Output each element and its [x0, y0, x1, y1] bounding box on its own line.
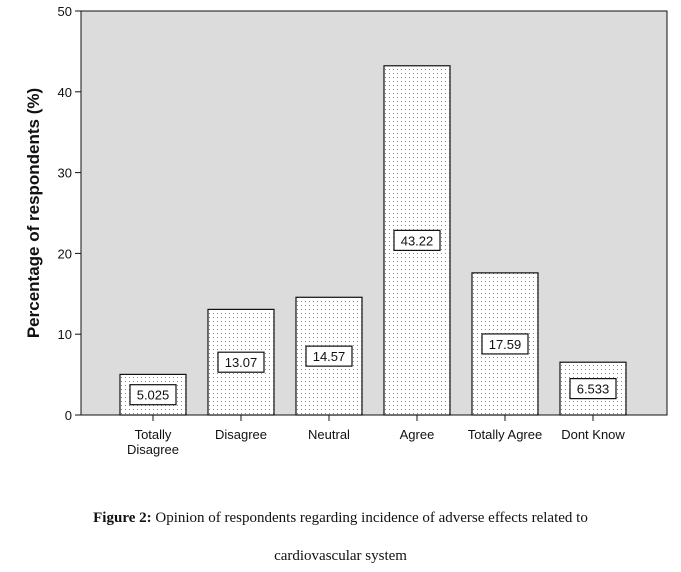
plot-area [80, 10, 668, 416]
x-tick-label: Disagree [127, 442, 179, 457]
data-label-box [569, 378, 617, 400]
data-label-box [217, 351, 265, 373]
data-label: 5.025 [137, 388, 170, 403]
figure-caption-label: Figure 2: [93, 510, 152, 526]
x-tick-label: Agree [400, 427, 435, 442]
data-label-box [129, 384, 177, 406]
figure-caption: Figure 2: Opinion of respondents regardi… [0, 510, 681, 527]
x-tick-label: Disagree [215, 427, 267, 442]
data-label-box [393, 229, 441, 251]
y-tick-label: 30 [58, 166, 72, 181]
data-label: 14.57 [313, 349, 346, 364]
y-tick-label: 40 [58, 85, 72, 100]
y-tick-label: 10 [58, 327, 72, 342]
figure-caption-text: Opinion of respondents regarding inciden… [151, 510, 588, 526]
x-tick-label: Dont Know [561, 427, 625, 442]
bar-chart: 5.025 13.07 14.57 43.22 17.59 6.533 0 10 20 30 40… [24, 4, 668, 457]
data-label: 13.07 [225, 355, 258, 370]
data-label: 43.22 [401, 233, 434, 248]
y-axis-label: Percentage of respondents (%) [24, 88, 43, 338]
data-label-box [481, 333, 529, 355]
x-tick-label: Totally Agree [468, 427, 542, 442]
figure-caption-line2: cardiovascular system [274, 548, 407, 564]
y-axis: 0 10 20 30 40 50 [58, 4, 82, 423]
x-tick-label: Totally [135, 427, 172, 442]
data-label: 17.59 [489, 337, 522, 352]
y-tick-label: 0 [65, 408, 72, 423]
data-label-box [305, 345, 353, 367]
y-tick-label: 50 [58, 4, 72, 19]
x-tick-label: Neutral [308, 427, 350, 442]
y-tick-label: 20 [58, 246, 72, 261]
bars-group: 5.025 13.07 14.57 43.22 17.59 6.533 [119, 65, 627, 416]
data-label: 6.533 [577, 382, 610, 397]
